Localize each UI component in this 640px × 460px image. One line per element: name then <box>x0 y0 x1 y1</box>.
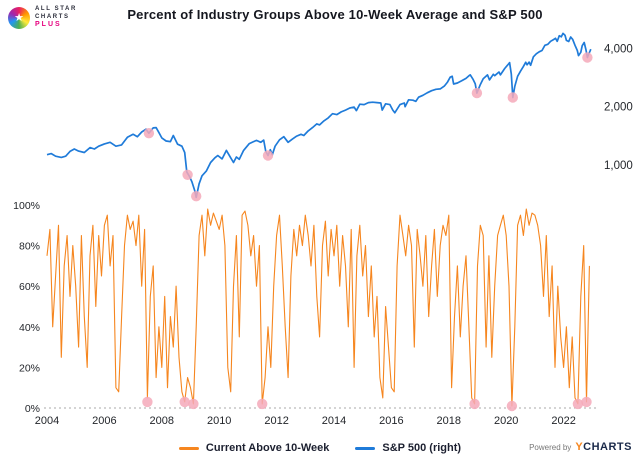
logo-line-1: ALL STAR <box>35 6 77 12</box>
sp500-marker <box>471 87 483 99</box>
sp500-marker <box>507 92 518 103</box>
percent-marker <box>188 398 199 410</box>
logo-plus-label: PLUS <box>35 21 62 28</box>
right-axis-tick-label: 2,000 <box>604 102 633 114</box>
percent-marker <box>572 398 584 410</box>
powered-by-label: Powered by <box>529 443 572 452</box>
chart-legend: Current Above 10-Week S&P 500 (right) <box>0 442 640 454</box>
percent-marker <box>142 396 153 408</box>
percent-above-10wk-line <box>46 208 590 407</box>
x-axis-tick-label: 2022 <box>551 415 575 427</box>
legend-label: Current Above 10-Week <box>205 442 330 454</box>
left-axis-tick-label: 0% <box>25 403 40 415</box>
x-axis-tick-label: 2006 <box>92 415 116 427</box>
sp500-marker <box>182 169 193 180</box>
page-title: Percent of Industry Groups Above 10-Week… <box>127 7 543 22</box>
left-axis-tick-label: 80% <box>19 241 40 253</box>
x-axis-tick-label: 2014 <box>322 415 346 427</box>
percent-marker <box>257 398 268 410</box>
legend-swatch <box>355 446 376 450</box>
x-axis-tick-label: 2010 <box>207 415 231 427</box>
logo-line-2: CHARTS <box>35 13 70 20</box>
sp500-line <box>46 32 592 199</box>
legend-item: Current Above 10-Week <box>178 442 330 454</box>
sp500-marker <box>262 150 274 161</box>
x-axis-tick-label: 2020 <box>494 415 518 427</box>
allstarcharts-logo: ★ ALL STAR CHARTS PLUS <box>8 6 77 30</box>
left-axis-tick-label: 40% <box>19 322 40 334</box>
x-axis-tick-label: 2018 <box>437 415 461 427</box>
sp500-marker <box>191 191 202 202</box>
star-icon: ★ <box>8 6 30 29</box>
right-axis-tick-label: 4,000 <box>604 43 633 55</box>
logo-text: ALL STAR CHARTS PLUS <box>35 6 77 30</box>
legend-item: S&P 500 (right) <box>355 442 461 454</box>
powered-by-footer: Powered by YCHARTS <box>529 441 632 453</box>
percent-marker <box>581 396 592 408</box>
sp500-marker <box>143 128 155 139</box>
left-axis-tick-label: 60% <box>19 281 40 293</box>
right-axis-tick-label: 1,000 <box>604 160 633 172</box>
left-axis-tick-label: 20% <box>19 362 40 374</box>
percent-marker <box>506 400 518 412</box>
legend-swatch <box>178 446 199 450</box>
percent-marker <box>179 396 190 408</box>
x-axis-tick-label: 2016 <box>379 415 403 427</box>
x-axis-tick-label: 2008 <box>150 415 174 427</box>
sp500-marker <box>582 52 593 63</box>
ycharts-logo: YCHARTS <box>575 441 632 453</box>
percent-marker <box>469 398 480 410</box>
left-axis-tick-label: 100% <box>13 200 40 212</box>
x-axis-tick-label: 2004 <box>35 415 59 427</box>
legend-label: S&P 500 (right) <box>382 442 462 454</box>
x-axis-tick-label: 2012 <box>264 415 288 427</box>
